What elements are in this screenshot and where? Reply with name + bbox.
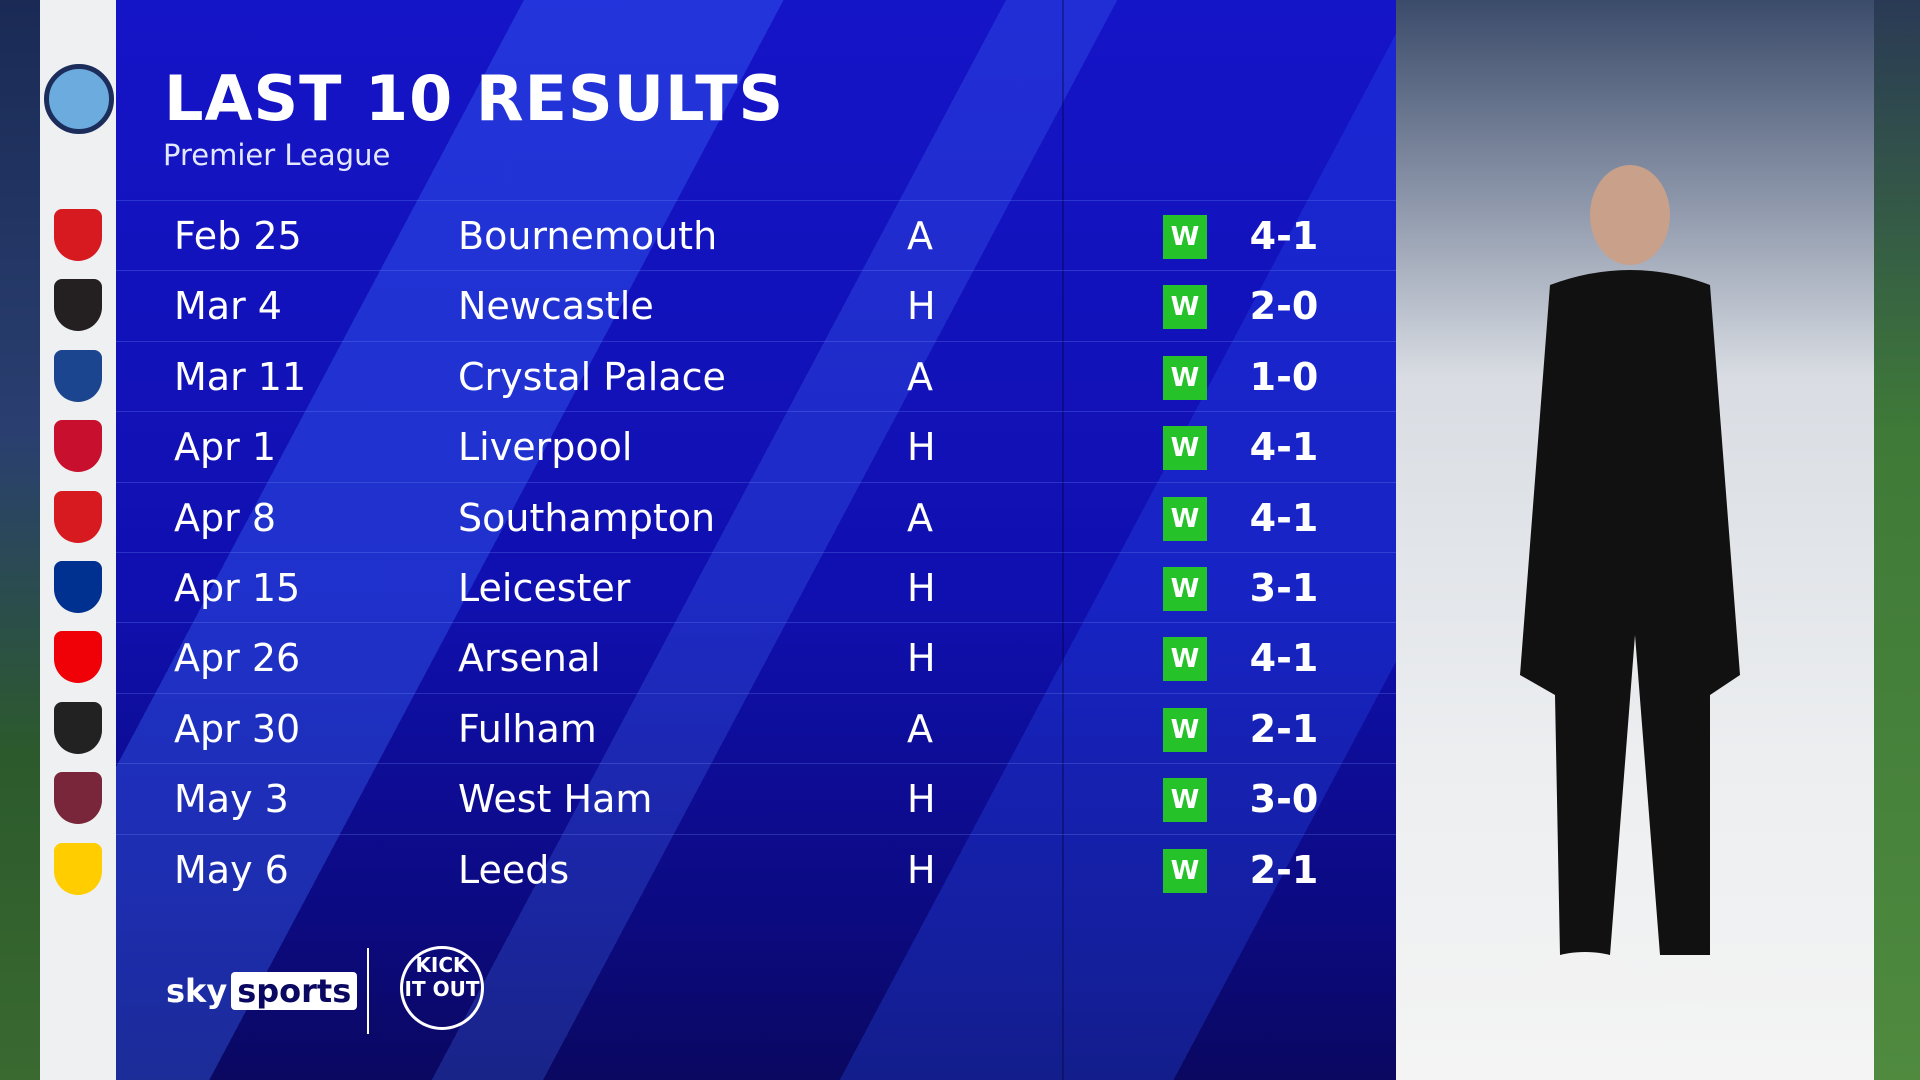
score: 4-1 [1249,214,1319,258]
match-date: May 6 [174,847,289,892]
sports-logo-text: sports [231,972,358,1010]
score: 1-0 [1249,354,1319,399]
opponent-name: Bournemouth [458,214,718,258]
score: 2-1 [1249,706,1319,751]
result-badge: W [1163,778,1207,823]
opponent-name: Crystal Palace [458,354,726,399]
result-row: Apr 15 Leicester H W 3-1 [116,552,1396,622]
result-row: May 3 West Ham H W 3-0 [116,763,1396,833]
match-date: Apr 26 [174,636,301,681]
opponent-name: Arsenal [458,636,601,681]
manchester-city-crest-icon [44,64,114,134]
venue: H [907,847,936,892]
result-row: Feb 25 Bournemouth A W 4-1 [116,200,1396,270]
score: 2-0 [1249,284,1319,329]
competition-subtitle: Premier League [163,138,391,172]
score: 3-0 [1249,777,1319,822]
venue: A [907,214,933,258]
venue: A [907,495,933,540]
result-badge: W [1163,496,1207,541]
opponent-badge-icon [54,490,102,543]
opponent-badge-icon [54,631,102,684]
opponent-name: Fulham [458,706,597,751]
result-badge: W [1163,707,1207,752]
venue: H [907,636,936,681]
opponent-name: Southampton [458,495,716,540]
result-badge: W [1163,355,1207,400]
score: 2-1 [1249,847,1319,892]
match-date: Apr 15 [174,566,301,610]
kick-it-out-logo: KICK IT OUT [400,946,484,1030]
opponent-badge-icon [54,842,102,895]
manager-figure [1520,165,1740,1003]
match-date: May 3 [174,777,289,822]
match-date: Apr 8 [174,495,276,540]
venue: H [907,566,936,610]
score: 4-1 [1249,425,1319,470]
score: 4-1 [1249,495,1319,540]
opponent-name: Leeds [458,847,570,892]
score: 3-1 [1249,566,1319,610]
opponent-badge-icon [54,279,102,332]
opponent-name: Newcastle [458,284,654,329]
opponent-badge-icon [54,772,102,825]
result-row: Apr 30 Fulham A W 2-1 [116,692,1396,763]
venue: H [907,284,936,329]
result-badge: W [1163,285,1207,330]
match-date: Mar 4 [174,284,282,329]
column-divider [1062,0,1064,1080]
footer-divider [367,948,369,1034]
result-row: Mar 4 Newcastle H W 2-0 [116,270,1396,340]
result-row: May 6 Leeds H W 2-1 [116,833,1396,904]
stadium-background-right [1874,0,1920,1080]
venue: H [907,425,936,470]
opponent-name: Liverpool [458,425,633,470]
result-row: Apr 1 Liverpool H W 4-1 [116,411,1396,481]
match-date: Apr 30 [174,706,301,751]
stadium-background-left [0,0,40,1080]
result-badge: W [1163,215,1207,259]
venue: A [907,706,933,751]
venue: A [907,354,933,399]
page-title: LAST 10 RESULTS [164,62,785,135]
result-row: Apr 8 Southampton A W 4-1 [116,481,1396,552]
match-date: Feb 25 [174,214,302,258]
opponent-name: West Ham [458,777,653,822]
opponent-name: Leicester [458,566,631,610]
manager-photo [1396,0,1874,1080]
score: 4-1 [1249,636,1319,681]
result-badge: W [1163,567,1207,611]
result-badge: W [1163,848,1207,893]
venue: H [907,777,936,822]
opponent-badge-icon [54,420,102,473]
sky-logo-text: sky [166,972,228,1010]
result-badge: W [1163,637,1207,682]
opponent-badge-icon [54,349,102,402]
opponent-badge-icon [54,701,102,754]
opponent-badge-icon [54,209,102,261]
match-date: Apr 1 [174,425,276,470]
result-row: Mar 11 Crystal Palace A W 1-0 [116,340,1396,411]
sky-sports-logo: sky sports [166,972,358,1010]
result-badge: W [1163,426,1207,471]
opponent-badge-icon [54,561,102,613]
match-date: Mar 11 [174,354,307,399]
result-row: Apr 26 Arsenal H W 4-1 [116,622,1396,692]
